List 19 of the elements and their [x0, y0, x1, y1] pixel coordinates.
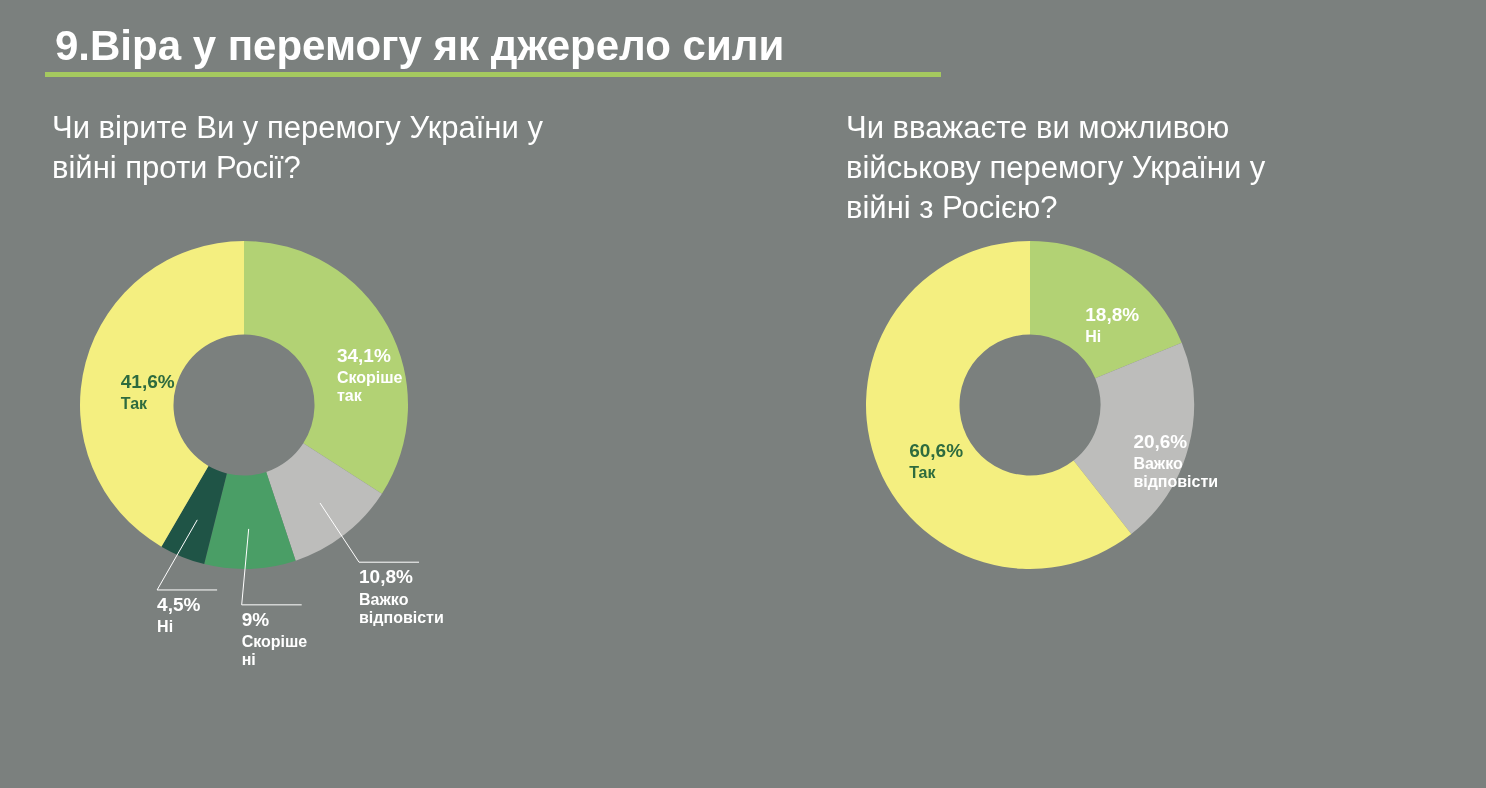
slice-label: Так: [120, 394, 149, 412]
slice-label: Ні: [1085, 328, 1102, 346]
slice-label: Важко відповісти: [1133, 455, 1219, 491]
data-label: 20,6%: [1133, 431, 1188, 453]
chart-title: 9.Віра у перемогу як джерело сили: [55, 22, 785, 70]
data-label: 60,6%: [909, 439, 964, 461]
slice-label: Так: [909, 463, 937, 481]
slice-label: Скоріше ні: [241, 633, 308, 669]
chart-title: Чи вважаєте ви можливою військову перемогу України у війні з Росією?: [846, 109, 1266, 227]
slice-label: Важко відповісти: [359, 590, 444, 626]
data-label: 9%: [241, 609, 270, 631]
chart-subtitle: Чи вірите Ви у перемогу України у війні проти Росії?: [52, 109, 544, 187]
data-label: 18,8%: [1085, 303, 1140, 325]
slice-label: Скоріше так: [336, 369, 403, 405]
data-label: 34,1%: [336, 345, 391, 367]
slice-label: Ні: [157, 618, 174, 636]
data-label: 41,6%: [120, 370, 175, 392]
data-label: 10,8%: [359, 566, 414, 588]
data-label: 4,5%: [157, 594, 201, 616]
